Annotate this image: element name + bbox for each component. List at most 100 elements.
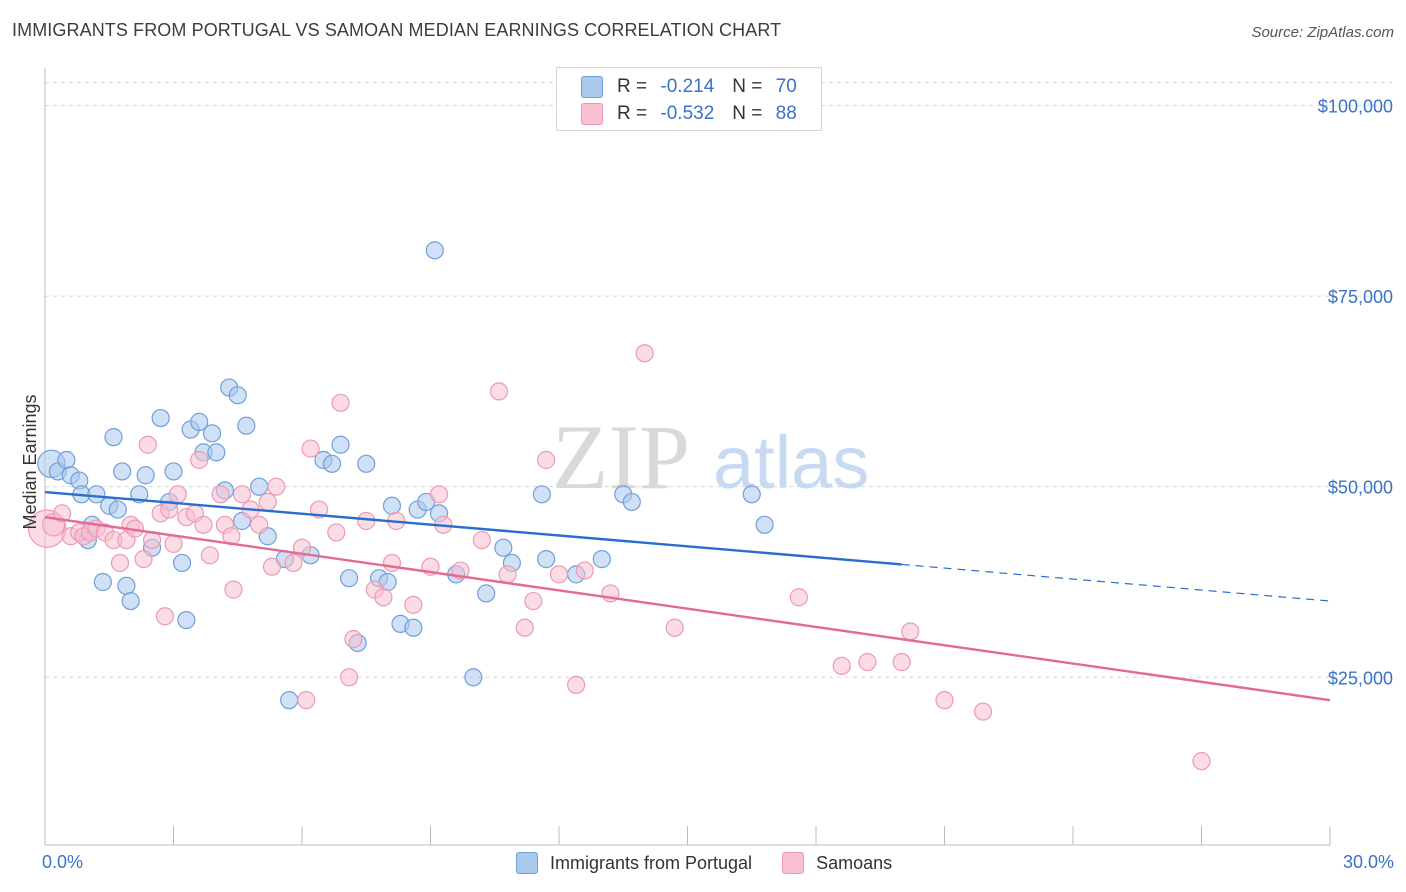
- samoan-point: [489, 382, 509, 401]
- y-tick-label: $50,000: [1328, 478, 1393, 498]
- samoan-point: [211, 485, 230, 504]
- portugal-point: [622, 492, 641, 512]
- r-value: -0.532: [660, 103, 715, 124]
- samoan-point: [524, 591, 543, 611]
- portugal-point: [532, 485, 551, 504]
- samoan-point: [53, 504, 72, 523]
- legend-item-samoan[interactable]: Samoans: [782, 852, 892, 874]
- portugal-point: [331, 435, 350, 454]
- watermark-atlas: atlas: [713, 421, 869, 504]
- stats-row-portugal: R = -0.214 N = 70: [581, 75, 797, 99]
- legend-item-portugal[interactable]: Immigrants from Portugal: [516, 852, 752, 874]
- portugal-trend-extension: [901, 563, 1331, 602]
- samoan-legend-swatch: [782, 852, 805, 874]
- stats-legend: R = -0.214 N = 70 R = -0.532 N = 88: [556, 67, 822, 131]
- portugal-swatch: [581, 76, 603, 98]
- portugal-point: [207, 443, 226, 462]
- samoan-point: [134, 550, 153, 569]
- portugal-point: [172, 553, 192, 573]
- r-label: R =: [617, 103, 648, 124]
- samoan-point: [935, 691, 954, 710]
- samoan-point: [789, 588, 808, 607]
- source-label: Source: ZipAtlas.com: [1251, 24, 1394, 41]
- samoan-point: [892, 652, 911, 672]
- portugal-point: [477, 584, 496, 603]
- grid-lines: [45, 82, 1392, 678]
- n-value: 70: [775, 76, 797, 97]
- portugal-point: [404, 618, 423, 637]
- samoan-point: [665, 618, 684, 637]
- stats-row-samoan: R = -0.532 N = 88: [581, 102, 797, 126]
- samoan-point: [357, 511, 376, 531]
- portugal-point: [202, 424, 222, 443]
- samoan-point: [382, 553, 402, 573]
- y-tick-label: $100,000: [1318, 96, 1393, 116]
- series-legend: Immigrants from Portugal Samoans: [516, 852, 922, 874]
- trend-lines: [44, 490, 1331, 702]
- portugal-point: [464, 668, 483, 687]
- portugal-point: [280, 691, 299, 710]
- samoan-point: [429, 485, 449, 504]
- samoan-point: [567, 675, 586, 695]
- samoan-point: [110, 553, 130, 573]
- samoan-point: [284, 553, 303, 573]
- samoan-point: [515, 618, 534, 637]
- portugal-point: [250, 477, 269, 496]
- portugal-point: [57, 450, 76, 470]
- samoan-point: [292, 538, 312, 557]
- y-tick-label: $75,000: [1328, 287, 1393, 307]
- portugal-point: [340, 569, 359, 588]
- portugal-point: [190, 412, 209, 431]
- samoan-point: [404, 595, 423, 614]
- portugal-point: [121, 591, 140, 611]
- portugal-point: [104, 428, 123, 447]
- portugal-point: [537, 550, 556, 569]
- samoan-point: [549, 565, 569, 584]
- samoan-point: [635, 344, 654, 363]
- portugal-point: [151, 408, 170, 428]
- samoan-point: [160, 500, 179, 519]
- portugal-legend-swatch: [516, 852, 538, 874]
- samoan-point: [498, 565, 517, 584]
- samoan-point: [537, 450, 556, 470]
- samoan-point: [168, 485, 187, 504]
- portugal-point: [357, 454, 376, 473]
- portugal-point: [742, 485, 761, 504]
- samoan-point: [190, 450, 209, 470]
- portugal-point: [228, 386, 247, 405]
- portugal-point: [177, 610, 196, 630]
- portugal-point: [237, 416, 256, 435]
- n-label: N =: [732, 103, 763, 124]
- portugal-point: [93, 572, 112, 592]
- samoan-point: [374, 588, 393, 607]
- portugal-point: [108, 500, 127, 519]
- portugal-point: [592, 550, 611, 569]
- samoan-point: [901, 622, 920, 641]
- samoan-point: [258, 492, 277, 512]
- legend-label-samoan: Samoans: [816, 852, 893, 873]
- portugal-point: [322, 454, 342, 473]
- portugal-point: [117, 576, 136, 595]
- y-tick-label: $25,000: [1328, 668, 1393, 688]
- chart-title: IMMIGRANTS FROM PORTUGAL VS SAMOAN MEDIA…: [12, 20, 782, 40]
- samoan-point: [250, 515, 269, 534]
- samoan-trend-line: [44, 515, 1331, 702]
- portugal-point: [755, 515, 774, 534]
- samoan-point: [164, 534, 183, 553]
- portugal-point: [164, 462, 183, 481]
- samoan-point: [267, 477, 286, 496]
- x-tick-max: 30.0%: [1342, 852, 1394, 872]
- y-axis-title: Median Earnings: [20, 394, 40, 529]
- samoan-point: [155, 607, 175, 626]
- samoan-point: [472, 530, 491, 550]
- portugal-point: [425, 241, 444, 260]
- n-value: 88: [775, 103, 797, 124]
- samoan-point: [297, 691, 316, 710]
- r-value: -0.214: [660, 76, 715, 97]
- samoan-point: [224, 580, 243, 599]
- samoan-point: [858, 652, 877, 672]
- samoan-point: [973, 702, 993, 721]
- portugal-point: [87, 485, 106, 504]
- n-label: N =: [732, 76, 763, 97]
